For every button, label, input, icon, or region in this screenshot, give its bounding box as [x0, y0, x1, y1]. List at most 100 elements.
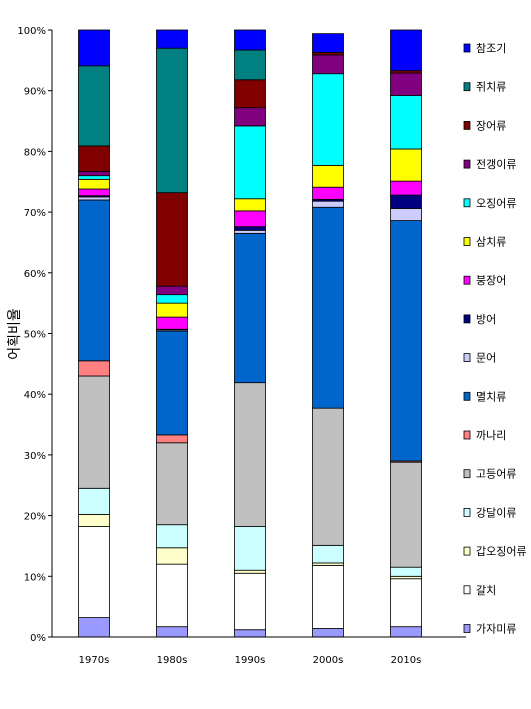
- bar-segment: [234, 572, 266, 631]
- legend-item: 전갱이류: [463, 158, 516, 171]
- legend-swatch: [463, 546, 471, 556]
- bar-segment: [78, 196, 110, 201]
- bar-segment: [312, 628, 344, 638]
- bar-segment: [312, 33, 344, 53]
- bar-segment: [234, 29, 266, 51]
- legend-swatch: [463, 469, 471, 479]
- bar-segment: [234, 382, 266, 527]
- legend-swatch: [463, 275, 471, 285]
- bar-segment: [234, 229, 266, 234]
- y-tick-label: 90%: [24, 87, 46, 98]
- bar-segment: [234, 49, 266, 81]
- bar-segment: [390, 194, 422, 209]
- y-tick-label: 10%: [24, 572, 46, 583]
- bar-segment: [390, 566, 422, 577]
- y-tick-label: 50%: [24, 330, 46, 341]
- bar-segment: [312, 564, 344, 629]
- bar-segment: [156, 547, 188, 565]
- bar-segment: [78, 360, 110, 377]
- bar-segment: [156, 29, 188, 49]
- bar-segment: [390, 208, 422, 221]
- bar-stack-2010s: [390, 29, 422, 638]
- legend-item: 가자미류: [463, 623, 516, 636]
- plot-area: [78, 29, 422, 638]
- x-tick-label: 2010s: [391, 655, 422, 666]
- legend-swatch: [463, 159, 471, 169]
- bar-segment: [78, 65, 110, 147]
- bar-segment: [78, 171, 110, 177]
- bar-segment: [78, 487, 110, 515]
- bar-segment: [156, 192, 188, 287]
- bar-segment: [156, 294, 188, 304]
- legend-label: 문어: [476, 352, 496, 365]
- legend-label: 장어류: [476, 119, 506, 132]
- bar-segment: [234, 226, 266, 231]
- legend-swatch: [463, 43, 471, 53]
- legend-item: 까나리: [463, 429, 506, 442]
- bar-segment: [312, 407, 344, 546]
- legend-item: 붕장어: [463, 274, 506, 287]
- bar-segment: [156, 316, 188, 330]
- bar-segment: [234, 210, 266, 228]
- bar-segment: [156, 285, 188, 296]
- y-tick-label: 30%: [24, 451, 46, 462]
- legend-label: 참조기: [476, 42, 506, 55]
- y-tick-label: 60%: [24, 269, 46, 280]
- legend-item: 강달이류: [463, 506, 516, 519]
- bar-segment: [312, 200, 344, 208]
- legend-item: 멸치류: [463, 390, 506, 403]
- bar-stack-2000s: [312, 33, 344, 638]
- legend-swatch: [463, 314, 471, 324]
- legend-swatch: [463, 507, 471, 517]
- y-tick-label: 20%: [24, 512, 46, 523]
- legend-item: 갈치: [463, 583, 496, 597]
- legend-label: 가자미류: [476, 623, 516, 636]
- bar-segment: [156, 47, 188, 194]
- bar-segment: [156, 302, 188, 318]
- bar-stack-1990s: [234, 29, 266, 638]
- legend-item: 고등어류: [463, 468, 516, 481]
- legend-label: 갈치: [476, 583, 496, 597]
- bar-segment: [78, 145, 110, 172]
- legend-label: 강달이류: [476, 506, 516, 519]
- legend-label: 까나리: [476, 429, 506, 442]
- bar-segment: [234, 629, 266, 638]
- bar-segment: [156, 626, 188, 638]
- legend-label: 삼치류: [476, 236, 506, 249]
- x-tick-label: 1970s: [79, 655, 110, 666]
- y-tick-label: 80%: [24, 147, 46, 158]
- bar-segment: [156, 442, 188, 526]
- bar-segment: [234, 125, 266, 200]
- bar-segment: [78, 175, 110, 180]
- legend-label: 전갱이류: [476, 158, 516, 171]
- legend-label: 멸치류: [476, 390, 506, 403]
- legend-item: 참조기: [463, 42, 506, 55]
- bar-segment: [312, 54, 344, 75]
- legend-item: 삼치류: [463, 236, 506, 249]
- bar-segment: [390, 180, 422, 196]
- bar-segment: [78, 617, 110, 638]
- legend-swatch: [463, 198, 471, 208]
- legend-item: 쥐치류: [463, 81, 506, 94]
- legend: 참조기쥐치류장어류전갱이류오징어류삼치류붕장어방어문어멸치류까나리고등어류강달이…: [463, 42, 527, 636]
- bar-segment: [390, 29, 422, 72]
- bar-segment: [234, 526, 266, 571]
- bar-segment: [156, 524, 188, 549]
- bar-segment: [312, 164, 344, 188]
- y-tick-label: 40%: [24, 390, 46, 401]
- bar-segment: [390, 95, 422, 150]
- y-axis-label: 어획비율: [7, 308, 23, 360]
- bar-segment: [78, 178, 110, 190]
- bar-segment: [390, 626, 422, 638]
- bar-segment: [78, 29, 110, 67]
- bar-segment: [78, 375, 110, 489]
- bar-segment: [312, 206, 344, 409]
- x-tick-label: 2000s: [313, 655, 344, 666]
- x-tick-label: 1990s: [235, 655, 266, 666]
- legend-swatch: [463, 82, 471, 92]
- legend-swatch: [463, 353, 471, 363]
- bar-segment: [390, 148, 422, 182]
- y-tick-label: 100%: [17, 26, 46, 37]
- bar-segment: [390, 220, 422, 462]
